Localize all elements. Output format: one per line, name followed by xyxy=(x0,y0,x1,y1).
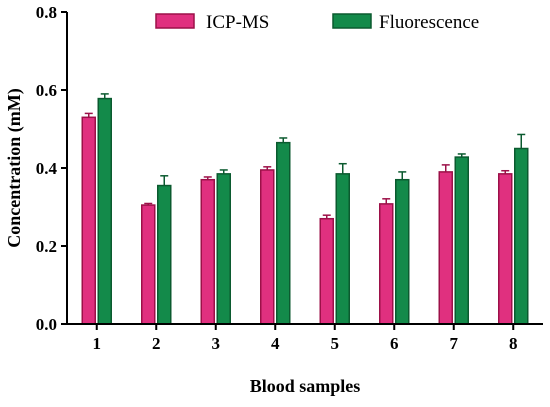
bar-icp-ms-4 xyxy=(260,169,275,325)
y-tick-label: 0.4 xyxy=(36,159,58,178)
y-tick-label: 0.0 xyxy=(36,315,57,334)
legend-label-fluorescence: Fluorescence xyxy=(379,12,479,33)
x-tick-label: 3 xyxy=(212,334,221,353)
x-tick-label: 1 xyxy=(93,334,102,353)
bar-fluorescence-2 xyxy=(157,184,172,325)
bar-icp-ms-7 xyxy=(438,171,453,325)
bar-icp-ms-3 xyxy=(200,178,215,325)
y-axis-title: Concentration (mM) xyxy=(4,88,25,247)
legend-swatch-fluorescence xyxy=(332,13,372,29)
legend: ICP-MS Fluorescence xyxy=(155,12,479,33)
bar-fluorescence-8 xyxy=(514,147,529,325)
bar-icp-ms-5 xyxy=(319,217,334,325)
bars-layer xyxy=(81,93,529,325)
bar-fluorescence-4 xyxy=(276,141,291,325)
bar-fluorescence-7 xyxy=(454,156,469,325)
x-tick-label: 5 xyxy=(331,334,340,353)
x-axis-title: Blood samples xyxy=(250,376,361,396)
legend-label-icp-ms: ICP-MS xyxy=(206,12,269,33)
axes xyxy=(66,12,543,325)
bar-fluorescence-5 xyxy=(335,173,350,325)
x-tick-label: 8 xyxy=(509,334,518,353)
y-tick-label: 0.6 xyxy=(36,81,57,100)
bar-icp-ms-6 xyxy=(379,203,394,325)
bar-icp-ms-8 xyxy=(498,173,513,325)
y-tick-label: 0.2 xyxy=(36,237,57,256)
bar-icp-ms-2 xyxy=(141,204,156,325)
legend-swatch-icp-ms xyxy=(155,13,195,29)
y-tick-label: 0.8 xyxy=(36,3,57,22)
bar-fluorescence-3 xyxy=(216,173,231,325)
x-tick-label: 2 xyxy=(152,334,161,353)
bar-fluorescence-6 xyxy=(395,178,410,325)
x-tick-label: 6 xyxy=(390,334,399,353)
bar-icp-ms-1 xyxy=(81,116,96,325)
bar-fluorescence-1 xyxy=(97,97,112,325)
x-tick-label: 7 xyxy=(450,334,459,353)
y-ticks: 0.0 0.2 0.4 0.6 0.8 xyxy=(36,3,67,334)
x-ticks: 1 2 3 4 5 6 7 8 xyxy=(93,324,518,353)
x-tick-label: 4 xyxy=(271,334,280,353)
